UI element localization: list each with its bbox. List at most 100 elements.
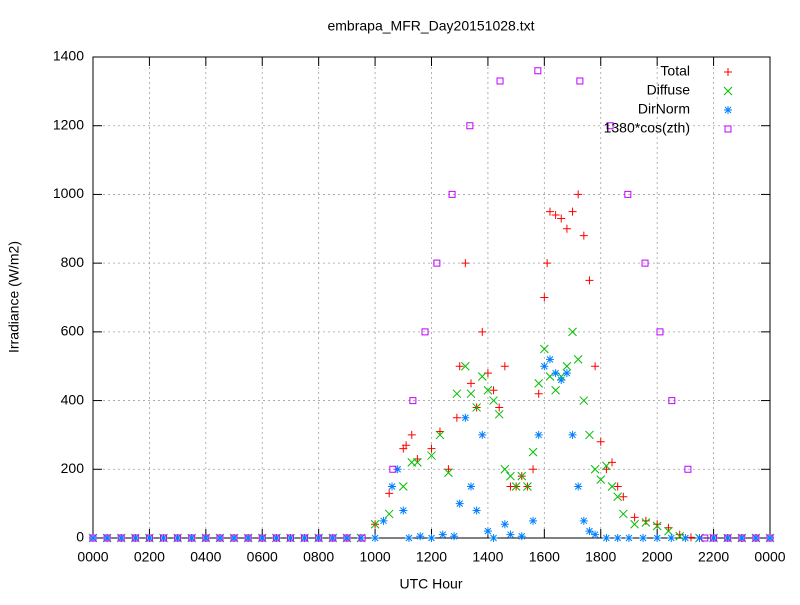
data-point	[540, 293, 549, 302]
data-point	[371, 534, 380, 542]
data-point	[641, 259, 649, 267]
data-point	[607, 482, 617, 491]
data-point	[444, 468, 453, 478]
data-point	[384, 509, 394, 519]
data-point	[529, 465, 538, 474]
data-point	[585, 527, 594, 536]
data-point	[701, 534, 709, 542]
data-point	[398, 482, 408, 491]
data-point	[131, 534, 140, 542]
data-point	[653, 520, 662, 529]
data-point	[455, 362, 464, 371]
data-point	[723, 534, 732, 542]
data-point	[103, 534, 111, 542]
y-tick-label: 1000	[53, 185, 84, 201]
x-tick-label: 0000	[754, 549, 785, 565]
data-point	[618, 509, 628, 519]
data-point	[534, 389, 543, 398]
data-point	[596, 475, 606, 484]
data-point	[517, 532, 526, 541]
data-point	[272, 534, 281, 542]
data-point	[562, 369, 571, 378]
data-point	[402, 441, 411, 450]
data-point	[188, 534, 196, 542]
data-point	[472, 403, 481, 412]
data-point	[286, 534, 294, 542]
data-point	[766, 534, 774, 542]
data-point	[427, 534, 436, 542]
data-point	[117, 534, 125, 542]
data-point	[551, 211, 560, 220]
data-point	[630, 513, 639, 522]
data-point	[656, 328, 664, 336]
data-point	[89, 534, 97, 542]
data-point	[379, 516, 388, 525]
data-point	[131, 534, 139, 542]
data-point	[466, 122, 474, 130]
data-point	[407, 430, 416, 439]
x-tick-label: 2200	[698, 549, 729, 565]
y-tick-label: 1400	[53, 48, 84, 64]
data-point	[576, 77, 584, 85]
y-tick-label: 400	[61, 391, 85, 407]
data-point	[286, 534, 295, 542]
y-tick-label: 0	[76, 529, 84, 545]
data-point	[641, 518, 651, 527]
data-point	[675, 531, 685, 541]
data-point	[709, 534, 718, 542]
data-point	[590, 464, 600, 474]
data-point	[602, 461, 611, 471]
data-point	[562, 224, 571, 233]
data-point	[568, 430, 577, 439]
data-point	[710, 534, 718, 542]
x-tick-label: 1400	[472, 549, 503, 565]
data-point	[89, 534, 97, 542]
data-point	[452, 413, 461, 422]
data-point	[103, 534, 112, 542]
data-point	[585, 276, 594, 285]
data-point	[602, 534, 611, 542]
data-point	[427, 444, 436, 453]
data-point	[145, 534, 154, 542]
data-point	[551, 385, 560, 395]
data-point	[602, 465, 611, 474]
data-point	[244, 534, 252, 542]
legend-marker	[724, 68, 732, 76]
data-point	[573, 354, 583, 364]
data-point	[435, 427, 444, 436]
data-point	[574, 190, 583, 199]
legend-label: DirNorm	[638, 101, 690, 117]
data-point	[489, 396, 498, 405]
data-point	[539, 344, 549, 354]
data-point	[393, 465, 402, 474]
data-point	[314, 534, 323, 542]
data-point	[466, 482, 475, 491]
data-point	[534, 67, 542, 75]
data-point	[579, 516, 588, 525]
data-point	[534, 379, 544, 388]
data-point	[551, 369, 560, 378]
legend-label: Total	[660, 63, 690, 79]
x-tick-label: 1000	[360, 549, 391, 565]
legend-marker	[724, 106, 732, 114]
data-point	[681, 534, 690, 542]
data-point	[639, 534, 648, 542]
y-tick-label: 1200	[53, 116, 84, 132]
data-point	[496, 77, 504, 85]
data-point	[444, 465, 453, 474]
data-point	[466, 389, 476, 399]
legend-label: Diffuse	[647, 82, 691, 98]
x-tick-label: 1800	[585, 549, 616, 565]
data-point	[613, 492, 623, 502]
data-point	[545, 372, 555, 381]
data-point	[409, 397, 417, 405]
data-point	[404, 534, 413, 542]
data-point	[450, 532, 459, 541]
data-point	[494, 409, 504, 419]
data-point	[500, 362, 509, 371]
data-point	[201, 534, 210, 542]
data-point	[385, 489, 394, 498]
data-point	[455, 499, 464, 508]
data-point	[145, 534, 153, 542]
data-point	[506, 530, 515, 539]
